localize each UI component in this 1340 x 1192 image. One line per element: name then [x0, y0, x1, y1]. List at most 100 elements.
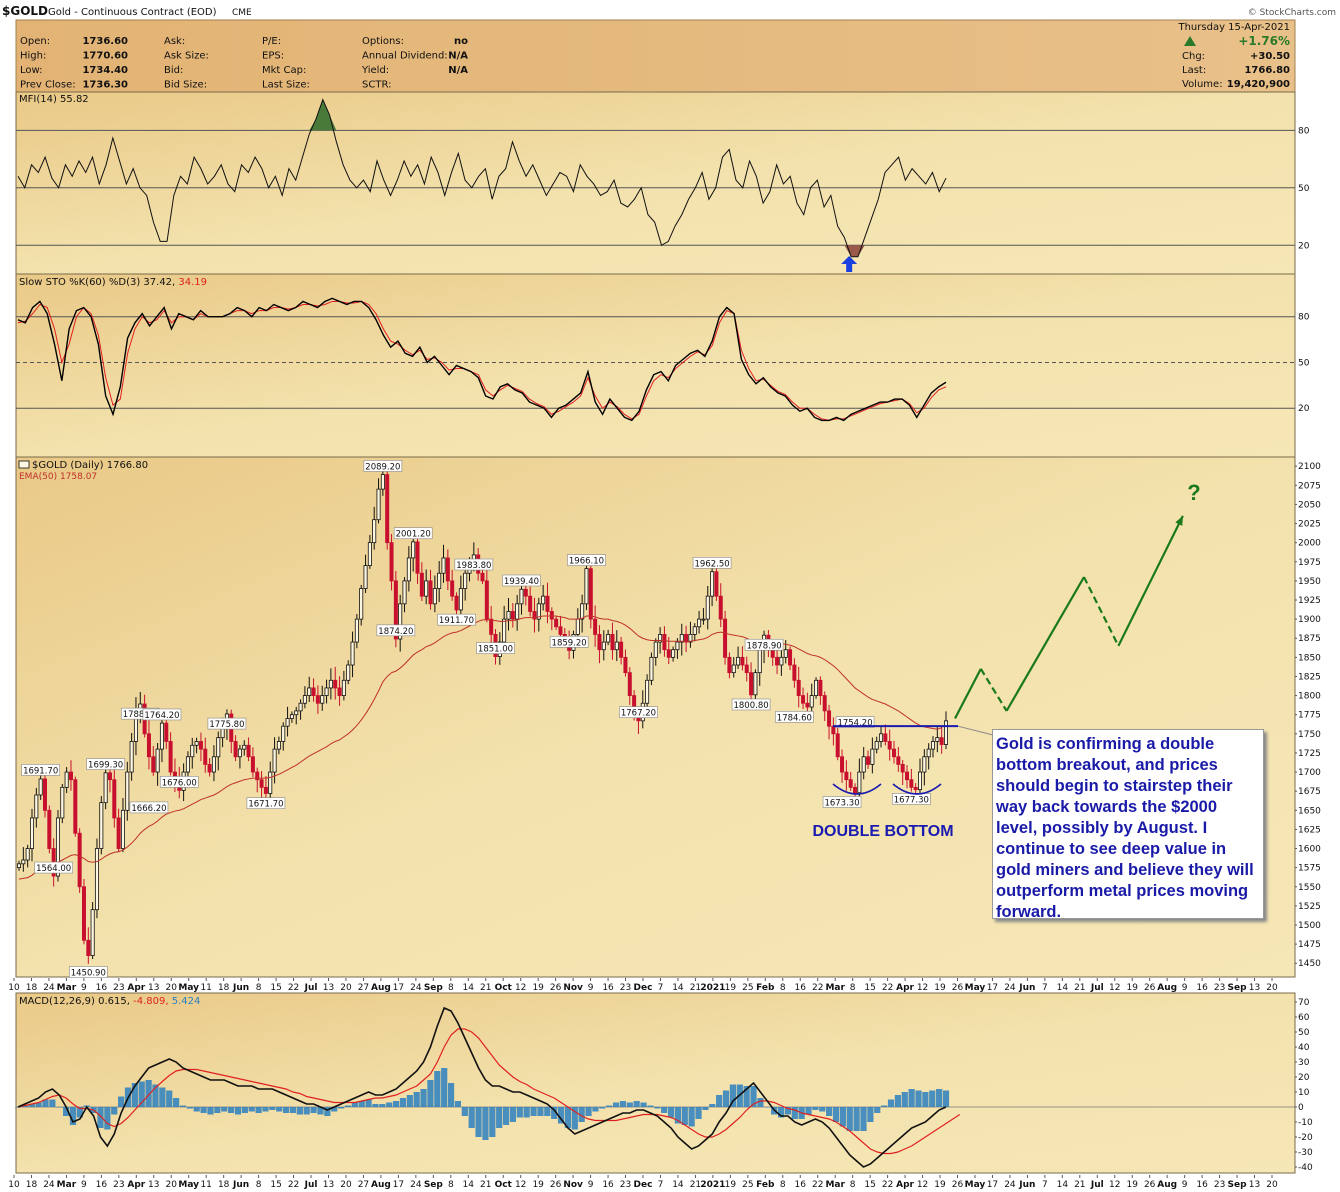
candle-body: [619, 641, 624, 658]
quote-label: Low:: [20, 65, 43, 76]
candle-body: [337, 687, 342, 696]
price-label: 1911.70: [439, 616, 474, 626]
candle-body: [831, 725, 836, 735]
price-label: 1564.00: [36, 864, 71, 874]
mfi-tick-label: 20: [1298, 241, 1310, 251]
mfi-overbought-area: [309, 99, 337, 131]
candle-body: [727, 656, 732, 674]
x-axis-label: 15: [270, 983, 281, 993]
price-tick-label: 2000: [1298, 539, 1321, 549]
candle-body: [870, 748, 875, 765]
candle-body: [185, 756, 190, 773]
candle-body: [424, 580, 429, 597]
candle-body: [939, 737, 944, 745]
macd-histogram-bar: [667, 1107, 675, 1118]
candle-body: [662, 634, 667, 651]
price-tick-label: 1600: [1298, 845, 1321, 855]
candle-body: [341, 679, 346, 696]
double-bottom-arc: [892, 783, 942, 795]
candle-body: [129, 741, 134, 773]
projection-line: [1005, 576, 1085, 712]
bottom-x-axis-label: 17: [987, 1180, 998, 1190]
price-tick-label: 1775: [1298, 711, 1321, 721]
bottom-x-axis-label: 14: [672, 1180, 684, 1190]
up-triangle-icon: [1184, 36, 1196, 46]
bottom-x-axis-label: 19: [532, 1180, 544, 1190]
candle-body: [532, 611, 537, 620]
candle-body: [853, 786, 858, 794]
macd-histogram-bar: [441, 1068, 448, 1107]
price-tick-label: 1850: [1298, 653, 1321, 663]
candle-body: [203, 748, 208, 765]
price-tick-label: 1950: [1298, 577, 1321, 587]
bottom-x-axis-label: Jun: [1018, 1180, 1035, 1190]
macd-histogram-bar: [282, 1107, 290, 1113]
candle-body: [194, 741, 199, 746]
price-label: 1450.90: [71, 969, 106, 979]
bottom-x-axis-label: 7: [1042, 1180, 1048, 1190]
quote-label: Prev Close:: [20, 80, 76, 91]
bottom-x-axis-label: 27: [358, 1180, 369, 1190]
macd-histogram-bar: [454, 1101, 462, 1107]
candle-body: [38, 778, 43, 796]
x-axis-label: May: [965, 983, 986, 993]
bottom-x-axis-label: Jul: [304, 1180, 318, 1190]
macd-histogram-bar: [35, 1102, 42, 1107]
bottom-x-axis-label: 26: [1144, 1180, 1156, 1190]
macd-histogram-bar: [908, 1089, 915, 1107]
bottom-x-axis-label: 21: [1074, 1180, 1085, 1190]
candle-body: [480, 572, 485, 582]
macd-histogram-bar: [193, 1107, 200, 1112]
candle-body: [363, 565, 368, 589]
x-axis-label: 17: [393, 983, 404, 993]
x-axis-label: 10: [8, 983, 20, 993]
bottom-x-axis-label: 2021: [700, 1180, 725, 1190]
chg-value: +30.50: [1250, 51, 1290, 62]
candle-body: [259, 779, 264, 788]
price-label: 2001.20: [396, 530, 431, 540]
candle-body: [276, 741, 281, 750]
x-axis-label: 24: [410, 983, 422, 993]
bottom-x-axis-label: Aug: [1157, 1180, 1177, 1190]
candle-body: [692, 626, 697, 635]
macd-histogram-bar: [557, 1107, 565, 1124]
bottom-x-axis-label: 11: [200, 1180, 211, 1190]
macd-histogram-bar: [221, 1107, 228, 1112]
ema-line: [18, 615, 942, 880]
macd-histogram-bar: [729, 1084, 736, 1107]
candle-body: [549, 611, 554, 620]
macd-histogram-bar: [791, 1107, 798, 1119]
price-label: 1878.90: [746, 641, 781, 651]
candle-body: [558, 626, 563, 635]
bottom-x-axis-label: 13: [148, 1180, 159, 1190]
bottom-x-axis-label: 20: [340, 1180, 352, 1190]
price-label-box: [731, 698, 771, 711]
candle-body: [198, 741, 203, 750]
candle-body: [718, 595, 723, 620]
projection-arrow-icon: [1175, 515, 1183, 526]
macd-histogram-bar: [42, 1099, 49, 1107]
bottom-x-axis-label: 24: [43, 1180, 55, 1190]
candle-body: [818, 679, 823, 696]
candle-body: [73, 779, 78, 834]
candle-body: [328, 679, 333, 689]
macd-histogram-bar: [255, 1107, 262, 1113]
x-axis-label: 16: [96, 983, 108, 993]
macd-histogram-bar: [310, 1107, 317, 1113]
quote-label: EPS:: [262, 51, 284, 62]
bottom-x-axis-label: 13: [1249, 1180, 1260, 1190]
candle-body: [272, 748, 277, 773]
macd-histogram-bar: [633, 1101, 640, 1107]
candle-body: [857, 771, 862, 794]
macd-histogram-bar: [530, 1107, 537, 1116]
bottom-x-axis-label: 15: [270, 1180, 281, 1190]
macd-histogram-bar: [819, 1107, 826, 1112]
candle-body: [723, 618, 728, 658]
x-axis-label: 19: [532, 983, 544, 993]
candle-body: [731, 664, 736, 674]
candle-body: [90, 909, 95, 956]
macd-histogram-bar: [392, 1101, 400, 1107]
x-axis-label: 15: [864, 983, 875, 993]
price-label: 1754.20: [837, 719, 872, 729]
